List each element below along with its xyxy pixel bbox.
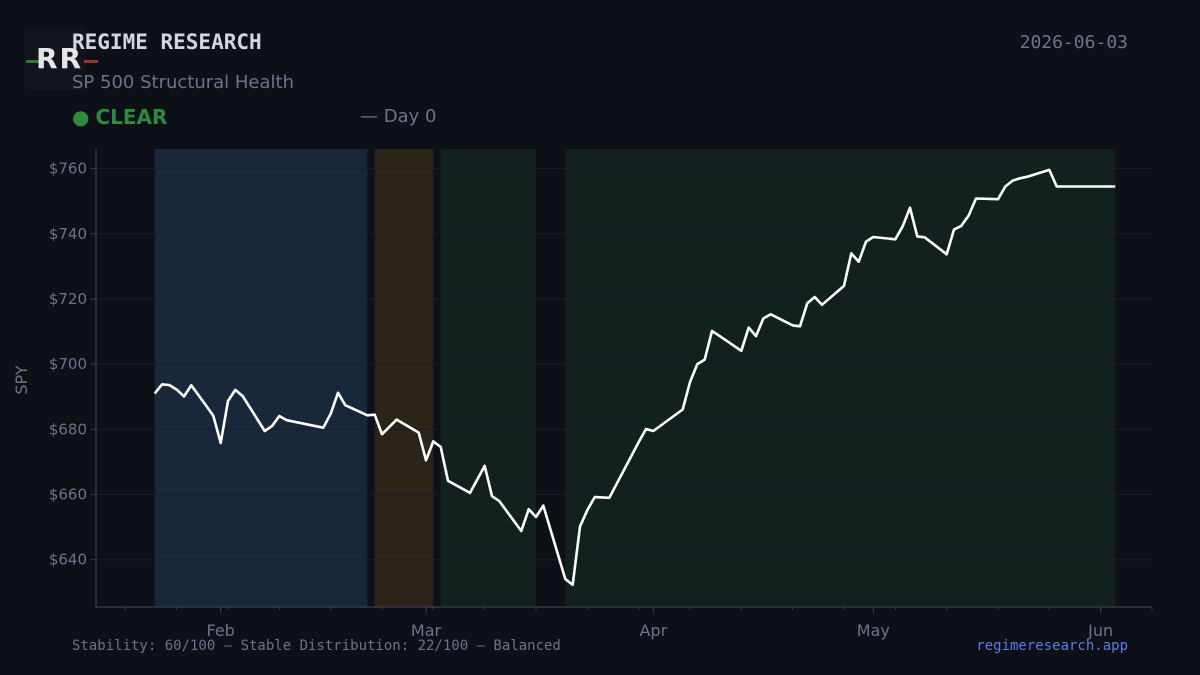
footer-metrics: Stability: 60/100 — Stable Distribution:… (72, 638, 561, 654)
logo-accent-red (84, 60, 98, 63)
brand-name: REGIME RESEARCH (72, 30, 262, 54)
series-layer (153, 168, 1116, 587)
logo-accent-green (26, 60, 40, 63)
y-tick-label: $660 (49, 486, 87, 504)
regime-day-count: — Day 0 (360, 106, 437, 127)
y-tick-label: $720 (49, 290, 87, 308)
status-label: CLEAR (95, 105, 168, 129)
x-tick-label: May (857, 621, 890, 640)
regime-band (374, 149, 434, 607)
regime-band (440, 149, 536, 607)
series-line (153, 168, 1116, 587)
regime-band (154, 149, 368, 607)
x-tick-label: Apr (639, 621, 667, 640)
x-tick-label: Jun (1087, 621, 1113, 640)
status-badge: ● CLEAR (72, 105, 167, 129)
status-dot-icon: ● (72, 105, 90, 129)
site-link[interactable]: regimeresearch.app (976, 638, 1128, 654)
x-tick-label: Feb (207, 621, 235, 640)
y-tick-label: $760 (49, 160, 87, 178)
grid-lines (96, 168, 1152, 561)
page-subtitle: SP 500 Structural Health (72, 72, 294, 93)
y-tick-label: $640 (49, 551, 87, 569)
y-axis-label: SPY (12, 365, 31, 394)
regime-band (565, 149, 1116, 607)
y-tick-label: $740 (49, 225, 87, 243)
logo: RR (24, 28, 98, 90)
axes: $640 $660 $680 $700 $720 $740 $760 Feb Mar Apr May… (49, 149, 1153, 640)
y-tick-label: $680 (49, 420, 87, 438)
report-date: 2026-06-03 (1019, 32, 1128, 53)
logo-text: RR (36, 42, 84, 75)
x-tick-label: Mar (411, 621, 442, 640)
y-tick-label: $700 (49, 355, 87, 373)
regime-bands (154, 149, 1116, 607)
